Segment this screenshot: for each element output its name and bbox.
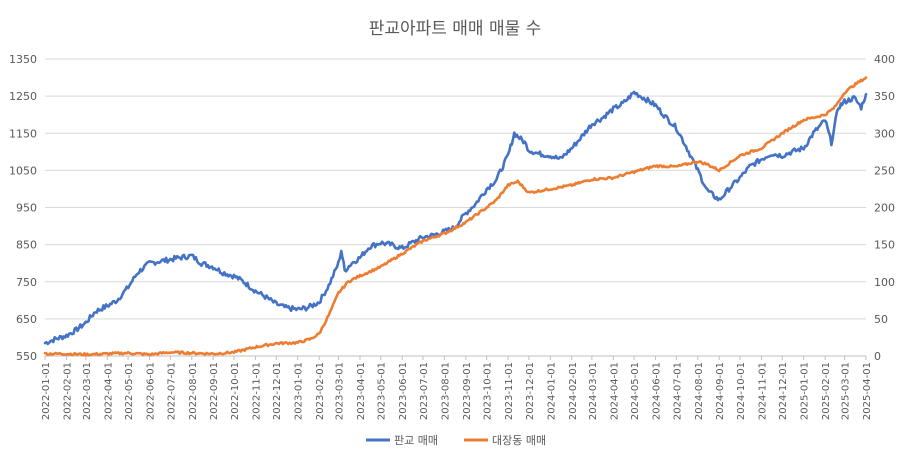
x-tick-label: 2024-04-01 (609, 362, 620, 420)
x-tick-label: 2022-01-01 (41, 362, 52, 420)
x-tick-label: 2022-09-01 (209, 362, 220, 420)
x-tick-label: 2022-11-01 (251, 362, 262, 420)
x-tick-label: 2022-08-01 (188, 362, 199, 420)
x-tick-label: 2023-02-01 (315, 362, 326, 420)
y-tick-label-left: 1350 (9, 53, 37, 66)
x-tick-label: 2024-01-01 (546, 362, 557, 420)
x-tick-label: 2022-02-01 (62, 362, 73, 420)
x-axis: 2022-01-01 2022-02-01 2022-03-01 2022-04-01… (41, 356, 873, 420)
series-line-pangyo (43, 90, 868, 346)
y-tick-label-left: 1250 (9, 90, 37, 103)
y-tick-label-left: 1150 (9, 127, 37, 140)
y-tick-label-right: 150 (874, 239, 895, 252)
x-tick-label: 2024-08-01 (694, 362, 705, 420)
y-tick-label-right: 0 (874, 350, 881, 363)
left-y-axis: 550 650 750 850 950 1050 1150 1250 1350 (9, 53, 37, 363)
x-tick-label: 2024-10-01 (736, 362, 747, 420)
x-tick-label: 2024-03-01 (588, 362, 599, 420)
x-tick-label: 2025-01-01 (800, 362, 811, 420)
legend-label-daejang: 대장동 매매 (492, 434, 546, 447)
x-tick-label: 2024-09-01 (715, 362, 726, 420)
right-y-axis: 0 50 100 150 200 250 300 350 400 (874, 53, 895, 363)
y-tick-label-left: 750 (16, 276, 37, 289)
y-tick-label-right: 350 (874, 90, 895, 103)
x-tick-label: 2025-02-01 (821, 362, 832, 420)
series-lines (43, 76, 868, 357)
x-tick-label: 2024-05-01 (630, 362, 641, 420)
gridlines (45, 58, 866, 357)
x-tick-label: 2024-11-01 (757, 362, 768, 420)
x-tick-label: 2024-12-01 (778, 362, 789, 420)
x-tick-label: 2022-04-01 (103, 362, 114, 420)
x-tick-label: 2024-06-01 (652, 362, 663, 420)
y-tick-label-left: 550 (16, 350, 37, 363)
x-tick-label: 2025-03-01 (841, 362, 852, 420)
legend: 판교 매매 대장동 매매 (366, 434, 546, 447)
x-tick-label: 2022-12-01 (272, 362, 283, 420)
x-tick-label: 2023-09-01 (462, 362, 473, 420)
y-tick-label-right: 200 (874, 202, 895, 215)
x-tick-label: 2023-11-01 (504, 362, 515, 420)
x-tick-label: 2023-08-01 (440, 362, 451, 420)
x-tick-label: 2023-04-01 (356, 362, 367, 420)
chart-title: 판교아파트 매매 매물 수 (369, 19, 542, 39)
x-tick-label: 2022-05-01 (124, 362, 135, 420)
x-tick-label: 2023-06-01 (398, 362, 409, 420)
series-line-daejang (43, 76, 868, 357)
y-tick-label-right: 400 (874, 53, 895, 66)
x-tick-label: 2024-02-01 (568, 362, 579, 420)
x-tick-label: 2023-05-01 (377, 362, 388, 420)
y-tick-label-left: 1050 (9, 164, 37, 177)
x-tick-label: 2023-03-01 (335, 362, 346, 420)
y-tick-label-left: 950 (16, 202, 37, 215)
x-tick-label: 2022-06-01 (146, 362, 157, 420)
x-tick-label: 2024-07-01 (672, 362, 683, 420)
x-tick-label: 2023-10-01 (483, 362, 494, 420)
y-tick-label-right: 250 (874, 164, 895, 177)
legend-label-pangyo: 판교 매매 (394, 434, 438, 447)
y-tick-label-right: 300 (874, 127, 895, 140)
y-tick-label-left: 650 (16, 313, 37, 326)
y-tick-label-left: 850 (16, 239, 37, 252)
y-tick-label-right: 50 (874, 313, 888, 326)
x-tick-label: 2025-04-01 (862, 362, 873, 420)
x-tick-label: 2022-07-01 (166, 362, 177, 420)
x-tick-label: 2023-07-01 (419, 362, 430, 420)
y-tick-label-right: 100 (874, 276, 895, 289)
x-tick-label: 2022-03-01 (82, 362, 93, 420)
x-tick-label: 2023-01-01 (294, 362, 305, 420)
x-tick-label: 2023-12-01 (525, 362, 536, 420)
x-tick-label: 2022-10-01 (230, 362, 241, 420)
